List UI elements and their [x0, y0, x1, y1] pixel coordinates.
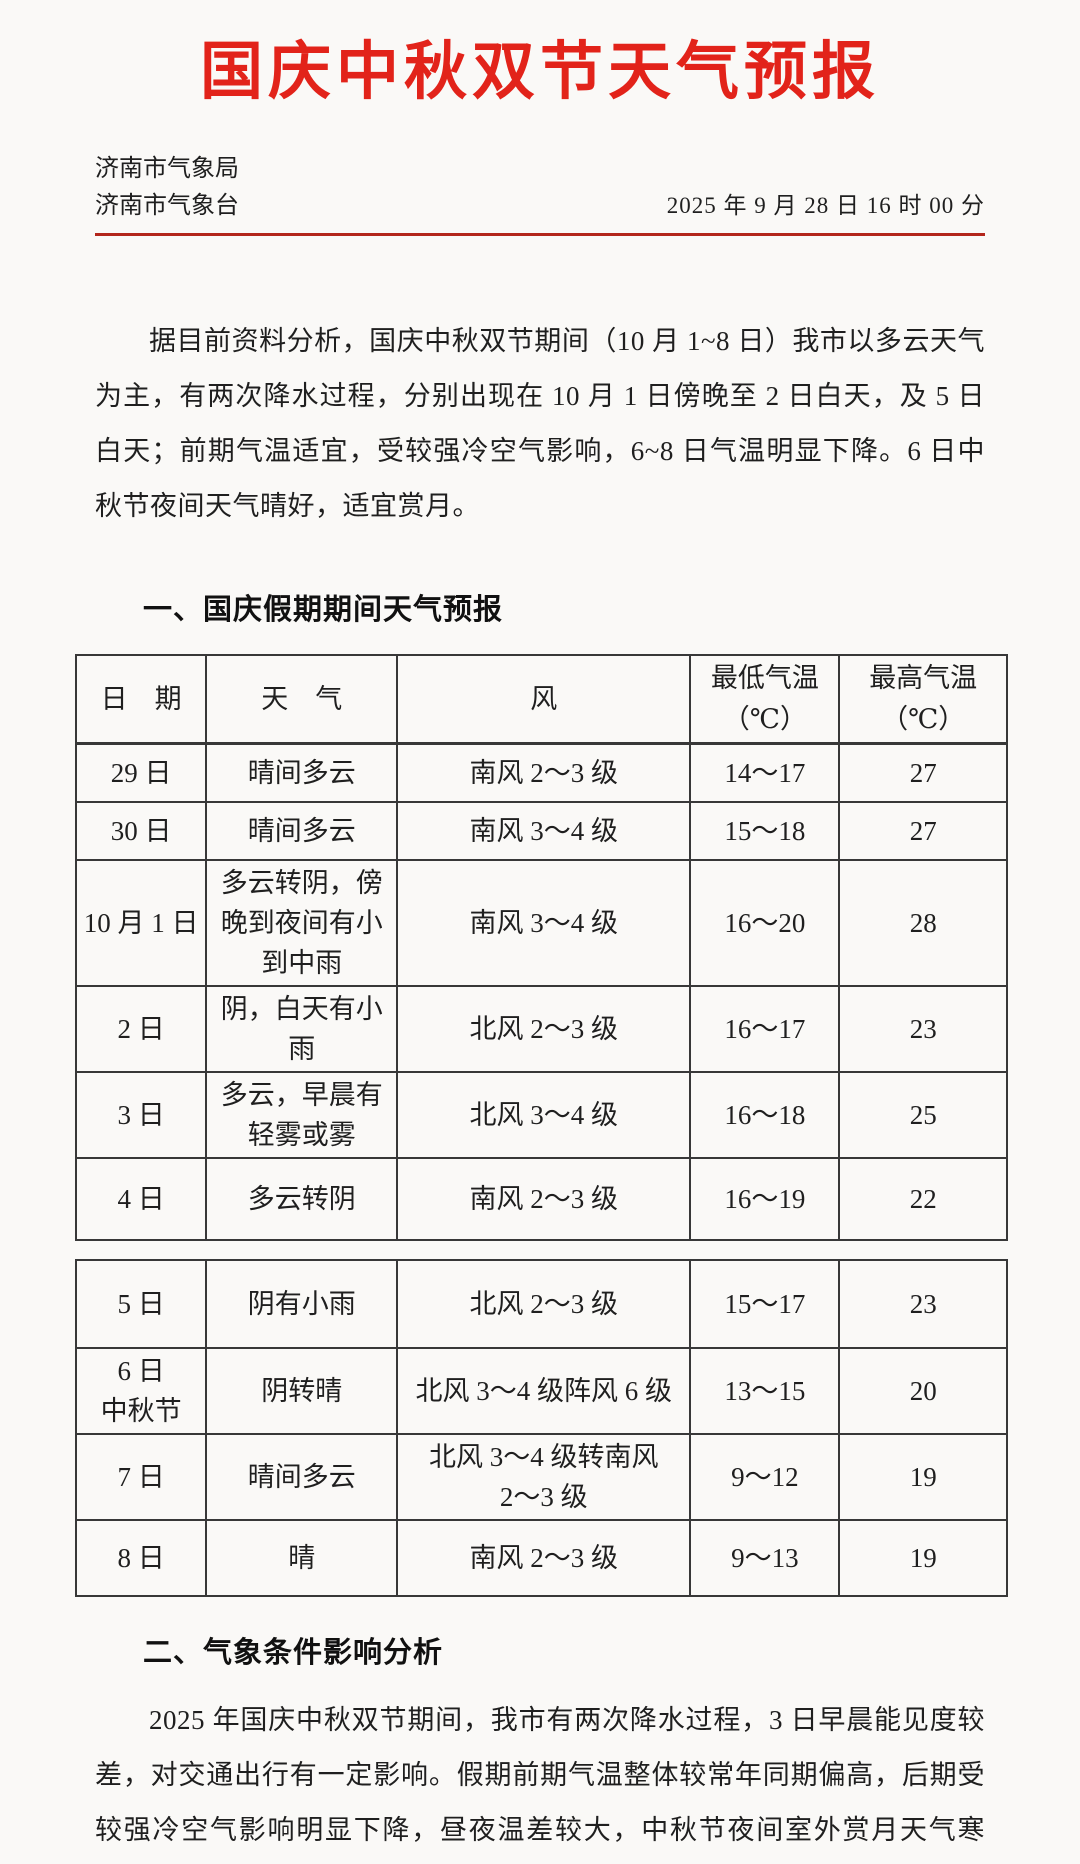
- max-temp-cell: 27: [838, 800, 1008, 861]
- min-temp-cell: 14～17: [689, 742, 841, 803]
- letterhead-divider-rule: [95, 233, 985, 237]
- date-cell: 7 日: [74, 1432, 208, 1521]
- org-name-observatory: 济南市气象台: [95, 193, 239, 220]
- min-temp-cell: 15～17: [689, 1258, 841, 1349]
- wind-cell: 南风 3～4 级: [396, 800, 692, 861]
- weather-cell: 多云转阴，傍晚到夜间有小到中雨: [205, 858, 399, 987]
- max-temp-cell: 28: [838, 858, 1008, 987]
- wind-cell: 北风 3～4 级转南风 2～3 级: [396, 1432, 692, 1521]
- table-row: 10 月 1 日 多云转阴，傍晚到夜间有小到中雨 南风 3～4 级 16～20 …: [74, 858, 1008, 987]
- forecast-table-part2: 5 日 阴有小雨 北风 2～3 级 15～17 23 6 日 中秋节 阴转晴 北…: [74, 1258, 1008, 1597]
- weather-cell: 多云，早晨有轻雾或雾: [205, 1070, 399, 1159]
- table-row: 8 日 晴 南风 2～3 级 9～13 19: [74, 1518, 1008, 1597]
- min-temp-cell: 16～20: [689, 858, 841, 987]
- min-temp-cell: 16～19: [689, 1156, 841, 1241]
- wind-cell: 北风 2～3 级: [396, 984, 692, 1073]
- date-cell: 29 日: [74, 742, 208, 803]
- max-temp-cell: 19: [838, 1518, 1008, 1597]
- col-header-weather: 天 气: [205, 654, 399, 745]
- table-row: 29 日 晴间多云 南风 2～3 级 14～17 27: [74, 742, 1008, 803]
- weather-cell: 阴有小雨: [205, 1258, 399, 1349]
- wind-cell: 北风 2～3 级: [396, 1258, 692, 1349]
- analysis-paragraph: 2025 年国庆中秋双节期间，我市有两次降水过程，3 日早晨能见度较差，对交通出…: [95, 1704, 985, 1845]
- section2-heading: 二、气象条件影响分析: [143, 1636, 444, 1669]
- min-temp-cell: 9～13: [689, 1518, 841, 1597]
- max-temp-cell: 22: [838, 1156, 1008, 1241]
- wind-cell: 南风 3～4 级: [396, 858, 692, 987]
- table-header-row: 日 期 天 气 风 最低气温 （℃） 最高气温 （℃）: [74, 654, 1008, 745]
- weather-cell: 晴: [205, 1518, 399, 1597]
- table-row: 5 日 阴有小雨 北风 2～3 级 15～17 23: [74, 1258, 1008, 1349]
- weather-cell: 阴，白天有小雨: [205, 984, 399, 1073]
- issue-datetime: 2025 年 9 月 28 日 16 时 00 分: [666, 193, 985, 219]
- org-name-bureau: 济南市气象局: [95, 156, 239, 183]
- table-row: 2 日 阴，白天有小雨 北风 2～3 级 16～17 23: [74, 984, 1008, 1073]
- max-temp-cell: 23: [838, 984, 1008, 1073]
- max-temp-cell: 20: [838, 1346, 1008, 1435]
- table-row: 7 日 晴间多云 北风 3～4 级转南风 2～3 级 9～12 19: [74, 1432, 1008, 1521]
- letterhead: 济南市气象局 济南市气象台 2025 年 9 月 28 日 16 时 00 分: [95, 151, 985, 225]
- wind-cell: 北风 3～4 级: [396, 1070, 692, 1159]
- max-temp-cell: 25: [838, 1070, 1008, 1159]
- date-cell: 6 日 中秋节: [74, 1346, 208, 1435]
- date-cell: 3 日: [74, 1070, 208, 1159]
- weather-cell: 晴间多云: [205, 800, 399, 861]
- col-header-min-temp: 最低气温 （℃）: [689, 654, 841, 745]
- max-temp-cell: 19: [838, 1432, 1008, 1521]
- weather-cell: 多云转阴: [205, 1156, 399, 1241]
- wind-cell: 南风 2～3 级: [396, 1156, 692, 1241]
- date-cell: 4 日: [74, 1156, 208, 1241]
- table-row: 3 日 多云，早晨有轻雾或雾 北风 3～4 级 16～18 25: [74, 1070, 1008, 1159]
- weather-cell: 晴间多云: [205, 1432, 399, 1521]
- weather-cell: 阴转晴: [205, 1346, 399, 1435]
- wind-cell: 南风 2～3 级: [396, 1518, 692, 1597]
- col-header-wind: 风: [396, 654, 692, 745]
- forecast-table-part1: 日 期 天 气 风 最低气温 （℃） 最高气温 （℃） 29 日 晴间多云 南风…: [74, 654, 1008, 1241]
- col-header-date: 日 期: [74, 654, 208, 745]
- date-cell: 10 月 1 日: [74, 858, 208, 987]
- date-cell: 8 日: [74, 1518, 208, 1597]
- issuing-organizations: 济南市气象局 济南市气象台: [95, 151, 239, 225]
- table-row: 30 日 晴间多云 南风 3～4 级 15～18 27: [74, 800, 1008, 861]
- table-row: 6 日 中秋节 阴转晴 北风 3～4 级阵风 6 级 13～15 20: [74, 1346, 1008, 1435]
- date-cell: 30 日: [74, 800, 208, 861]
- weather-cell: 晴间多云: [205, 742, 399, 803]
- max-temp-cell: 23: [838, 1258, 1008, 1349]
- document-title: 国庆中秋双节天气预报: [200, 37, 880, 107]
- min-temp-cell: 16～18: [689, 1070, 841, 1159]
- date-cell: 2 日: [74, 984, 208, 1073]
- section1-heading: 一、国庆假期期间天气预报: [143, 594, 504, 627]
- table-row: 4 日 多云转阴 南风 2～3 级 16～19 22: [74, 1156, 1008, 1241]
- date-cell: 5 日: [74, 1258, 208, 1349]
- col-header-max-temp: 最高气温 （℃）: [838, 654, 1008, 745]
- min-temp-cell: 9～12: [689, 1432, 841, 1521]
- min-temp-cell: 13～15: [689, 1346, 841, 1435]
- wind-cell: 南风 2～3 级: [396, 742, 692, 803]
- min-temp-cell: 16～17: [689, 984, 841, 1073]
- max-temp-cell: 27: [838, 742, 1008, 803]
- intro-paragraph: 据目前资料分析，国庆中秋双节期间（10 月 1~8 日）我市以多云天气为主，有两…: [95, 326, 985, 522]
- wind-cell: 北风 3～4 级阵风 6 级: [396, 1346, 692, 1435]
- min-temp-cell: 15～18: [689, 800, 841, 861]
